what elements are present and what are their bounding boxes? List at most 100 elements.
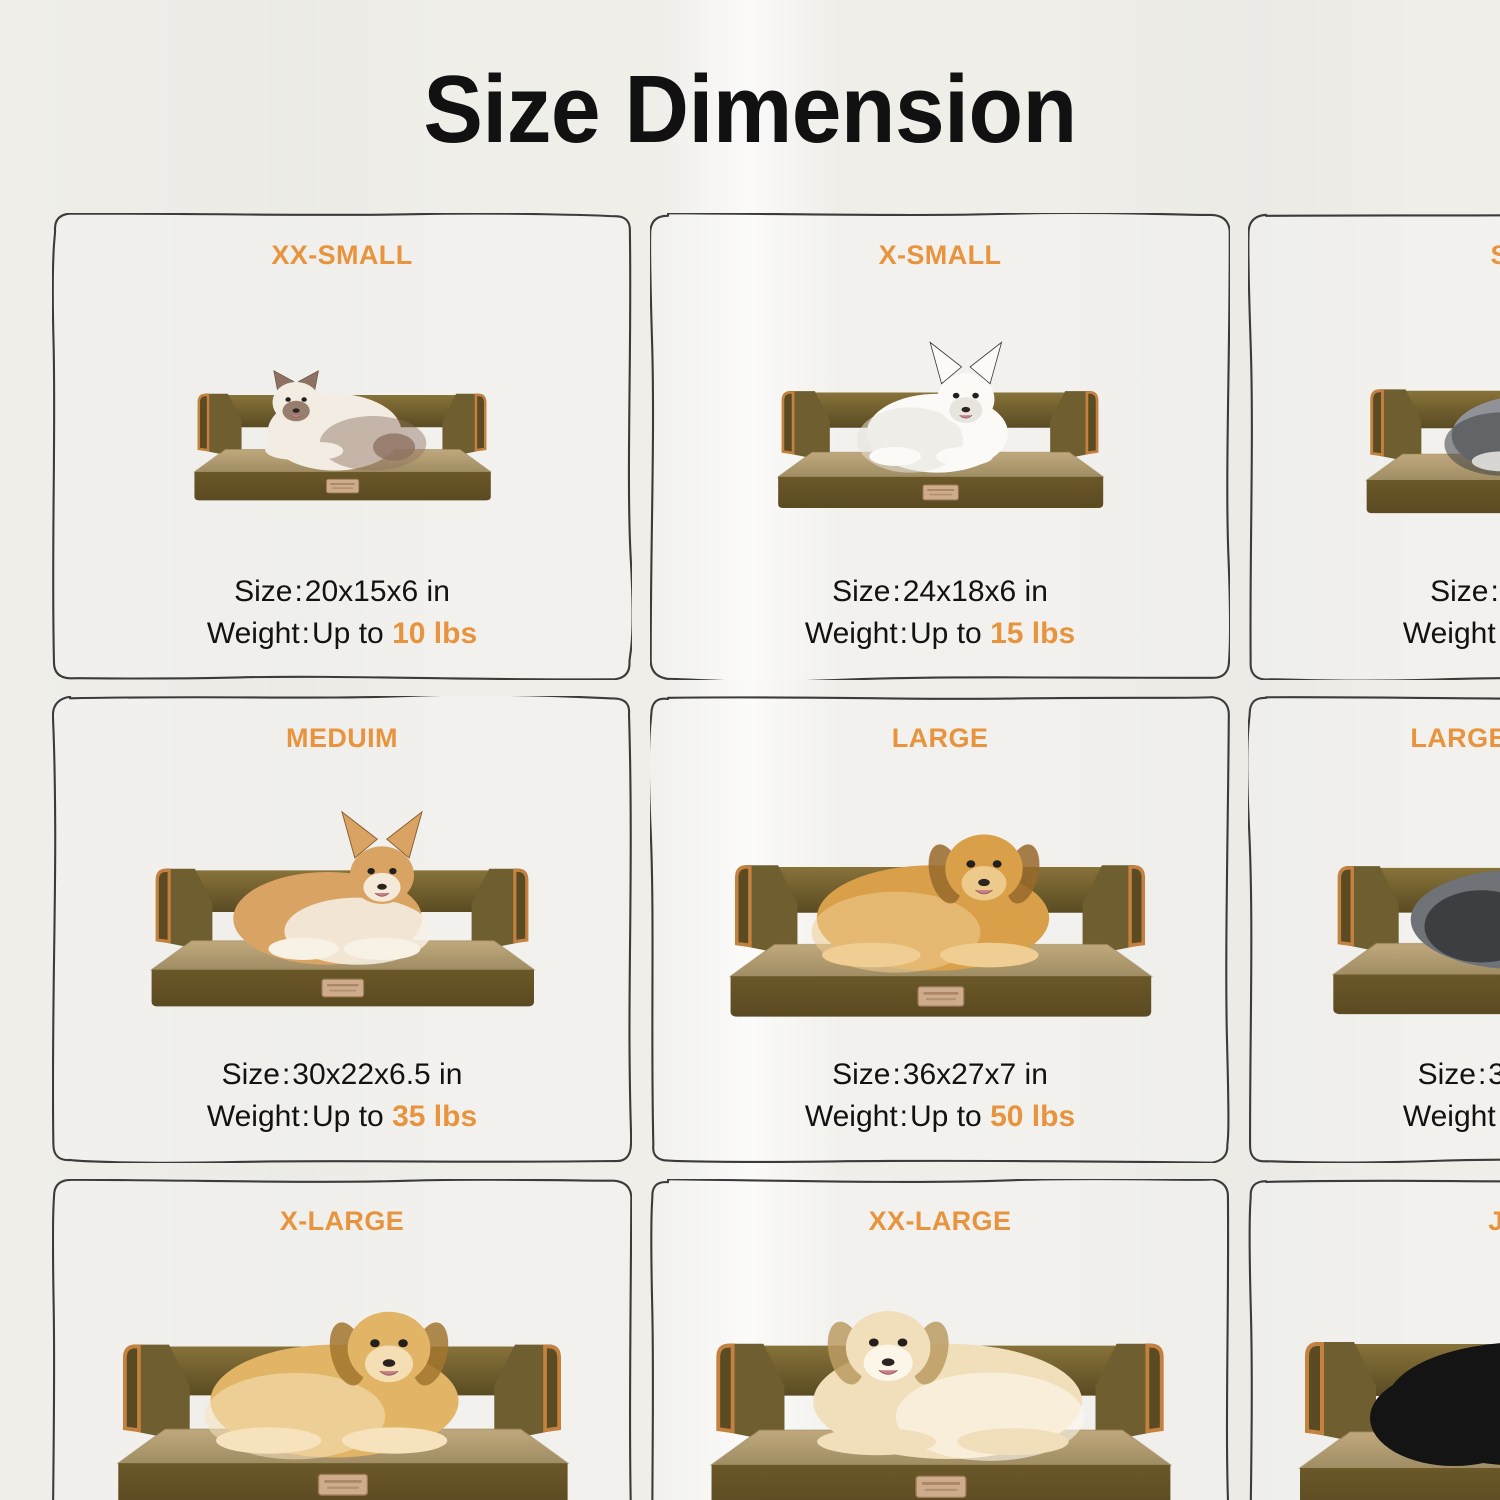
size-colon: : (1477, 1057, 1487, 1091)
product-image (660, 754, 1220, 1054)
size-card-name: LARGE+ (1410, 722, 1500, 753)
size-card[interactable]: X-SMALL (650, 213, 1230, 680)
size-card-grid: XX-SMALL (52, 213, 1500, 1500)
weight-prefix: Up to (910, 1100, 982, 1134)
product-image (660, 271, 1220, 571)
weight-spec-line: Weight:Up to 10 lbs (62, 613, 622, 656)
size-card-name: SMALL (1490, 240, 1500, 270)
size-label: Size (832, 1057, 891, 1091)
pet-illustration (204, 1312, 459, 1460)
weight-spec-line: Weight:Up to 15 lbs (660, 613, 1220, 656)
size-label: Size (234, 574, 293, 608)
weight-value: 10 lbs (392, 617, 478, 651)
size-card[interactable]: LARGE (650, 696, 1230, 1163)
size-card-name: LARGE (891, 722, 989, 753)
size-label: Size (1430, 574, 1489, 608)
size-card-title: SMALL (1490, 240, 1500, 271)
bed-and-pet (1336, 313, 1500, 529)
weight-colon: : (301, 1100, 311, 1134)
size-card[interactable]: SMALL (1248, 213, 1500, 680)
size-value: 38x25x6.5 in (1488, 1057, 1500, 1091)
size-card-title: XX-SMALL (271, 240, 413, 271)
size-spec-line: Size:38x25x6.5 in (1258, 1054, 1500, 1097)
pet-illustration (1370, 1343, 1500, 1467)
size-label: Size (832, 574, 891, 608)
size-colon: : (1490, 574, 1499, 608)
size-card-specs: Size:38x25x6.5 in Weight:Up to 60 lbs (1258, 1054, 1500, 1153)
bed-and-pet (118, 784, 566, 1024)
weight-colon: : (1496, 617, 1500, 650)
size-card[interactable]: LARGE+ ( for crate ) (1248, 696, 1500, 1163)
bed-and-pet (1258, 1236, 1500, 1500)
size-card[interactable]: X-LARGE (52, 1179, 632, 1500)
pet-illustration (265, 369, 427, 471)
size-value: 24x18x6 in (902, 574, 1048, 608)
bed-and-pet (750, 319, 1131, 523)
bed-and-pet (79, 1245, 605, 1500)
size-card[interactable]: XX-SMALL (52, 213, 632, 680)
bed-and-pet (1297, 775, 1500, 1033)
product-image (62, 754, 622, 1054)
weight-spec-line: Weight:Up to 60 lbs (1258, 1096, 1500, 1139)
size-colon: : (294, 574, 303, 608)
size-colon: : (281, 1057, 291, 1091)
size-card-title: XX-LARGE (868, 1205, 1012, 1237)
size-spec-line: Size:30x22x6.5 in (62, 1054, 622, 1097)
product-image (660, 1236, 1220, 1500)
size-card[interactable]: MEDUIM (52, 695, 632, 1163)
size-spec-line: Size:20x15x6 in (62, 571, 622, 614)
weight-colon: : (301, 617, 311, 651)
pet-illustration (233, 810, 432, 965)
size-card-name: XX-LARGE (868, 1205, 1012, 1236)
weight-colon: : (1496, 1100, 1500, 1133)
size-card-name: XX-SMALL (271, 240, 413, 270)
bed-and-pet (168, 328, 515, 514)
weight-prefix: Up to (312, 1100, 384, 1134)
weight-value: 35 lbs (392, 1100, 478, 1134)
product-image (1258, 271, 1500, 571)
weight-label: Weight (1402, 1100, 1496, 1134)
weight-spec-line: Weight:Up to 50 lbs (660, 1096, 1220, 1139)
size-value: 20x15x6 in (304, 574, 450, 608)
weight-colon: : (899, 617, 909, 651)
size-label: Size (221, 1057, 280, 1091)
size-card-specs: Size:30x22x6.5 in Weight:Up to 35 lbs (62, 1054, 622, 1153)
weight-spec-line: Weight:Up to 35 lbs (62, 1096, 622, 1139)
weight-value: 15 lbs (990, 617, 1076, 651)
size-card-specs: Size:36x27x7 in Weight:Up to 50 lbs (660, 1054, 1220, 1153)
size-value: 30x22x6.5 in (292, 1057, 463, 1091)
weight-prefix: Up to (312, 617, 384, 651)
pet-illustration (813, 1311, 1084, 1462)
weight-label: Weight (1402, 617, 1496, 651)
size-card[interactable]: JUMBO (1248, 1179, 1500, 1500)
size-card-name: JUMBO (1488, 1205, 1500, 1236)
weight-label: Weight (206, 1100, 300, 1134)
size-value: 36x27x7 in (902, 1057, 1048, 1091)
weight-label: Weight (804, 617, 898, 651)
size-card[interactable]: XX-LARGE (650, 1178, 1230, 1500)
product-image (1258, 754, 1500, 1054)
size-label: Size (1417, 1057, 1476, 1091)
size-card-specs: Size:24x18x6 in Weight:Up to 15 lbs (660, 571, 1220, 670)
size-card-title: X-SMALL (878, 240, 1002, 271)
size-colon: : (892, 574, 901, 608)
size-card-title: X-LARGE (279, 1205, 405, 1237)
size-card-name: MEDUIM (286, 722, 398, 753)
weight-label: Weight (804, 1100, 898, 1134)
weight-value: 50 lbs (990, 1100, 1076, 1134)
size-card-name: X-SMALL (878, 240, 1002, 270)
bed-and-pet (671, 1242, 1209, 1500)
weight-colon: : (899, 1100, 909, 1134)
size-card-title: LARGE+ ( for crate ) (1410, 722, 1500, 754)
page-title: Size Dimension (423, 56, 1077, 163)
size-colon: : (892, 1057, 901, 1091)
size-spec-line: Size:28x21x6 in (1258, 571, 1500, 614)
product-image (62, 271, 622, 571)
size-card-name: X-LARGE (279, 1205, 405, 1236)
size-spec-line: Size:36x27x7 in (660, 1054, 1220, 1097)
product-image (1258, 1236, 1500, 1500)
weight-label: Weight (206, 617, 300, 651)
weight-spec-line: Weight:Up to 25 lbs (1258, 613, 1500, 656)
product-image (62, 1236, 622, 1500)
